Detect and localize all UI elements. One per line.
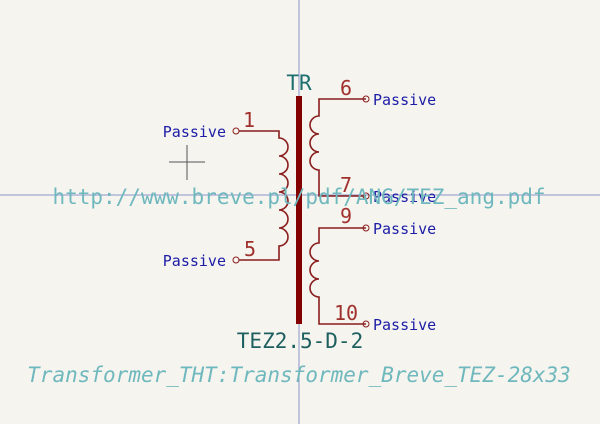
pin-number-10: 10 <box>334 301 358 325</box>
pin-end-markers <box>232 95 370 328</box>
pin-number-9: 9 <box>340 204 352 228</box>
footprint-field[interactable]: Transformer_THT:Transformer_Breve_TEZ-28… <box>27 363 571 387</box>
pin-end-9[interactable] <box>362 224 370 232</box>
pin-number-6: 6 <box>340 76 352 100</box>
pin-number-7: 7 <box>340 173 352 197</box>
pin-type-label-9: Passive <box>373 220 436 238</box>
transformer-core <box>296 96 302 324</box>
pin-type-label-6: Passive <box>373 91 436 109</box>
pin-number-5: 5 <box>244 237 256 261</box>
pin-end-1[interactable] <box>232 127 240 135</box>
pin-end-7[interactable] <box>362 192 370 200</box>
datasheet-field[interactable]: http://www.breve.pl/pdf/ANG/TEZ_ang.pdf <box>52 185 545 209</box>
reference-designator[interactable]: TR <box>286 71 312 95</box>
cursor-cross-icon <box>169 145 205 180</box>
pin-type-label-10: Passive <box>373 316 436 334</box>
pin-number-1: 1 <box>243 108 255 132</box>
pin-type-label-1: Passive <box>163 123 226 141</box>
winding-wires <box>239 98 366 325</box>
value-field[interactable]: TEZ2.5-D-2 <box>237 329 363 353</box>
pin-type-label-7: Passive <box>373 188 436 206</box>
pin-type-label-5: Passive <box>163 252 226 270</box>
pin-end-6[interactable] <box>362 95 370 103</box>
pin-end-10[interactable] <box>362 320 370 328</box>
pin-end-5[interactable] <box>232 256 240 264</box>
